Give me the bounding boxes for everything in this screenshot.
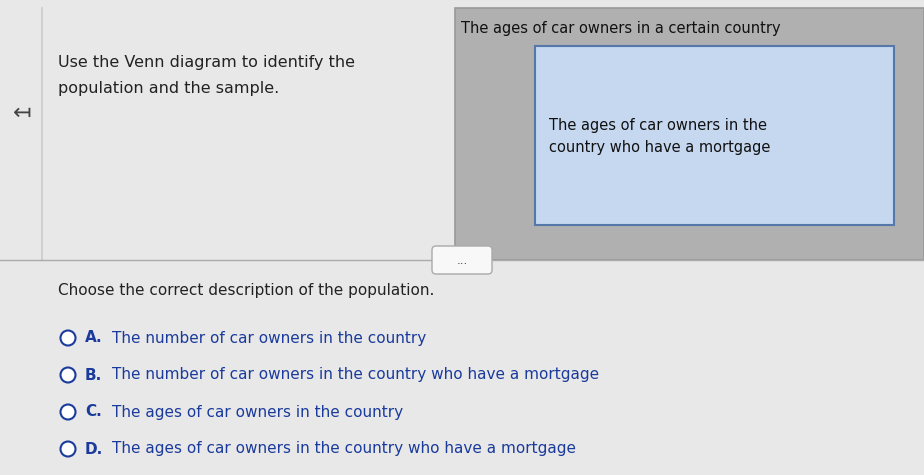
Circle shape	[60, 368, 76, 382]
Text: country who have a mortgage: country who have a mortgage	[549, 140, 771, 155]
Text: B.: B.	[85, 368, 103, 382]
Text: The ages of car owners in the country who have a mortgage: The ages of car owners in the country wh…	[112, 441, 576, 456]
Text: The number of car owners in the country: The number of car owners in the country	[112, 331, 426, 345]
Text: Choose the correct description of the population.: Choose the correct description of the po…	[58, 283, 434, 297]
Text: The number of car owners in the country who have a mortgage: The number of car owners in the country …	[112, 368, 599, 382]
Bar	[455, 8, 924, 260]
Bar	[535, 46, 894, 225]
Text: A.: A.	[85, 331, 103, 345]
Text: The ages of car owners in the: The ages of car owners in the	[549, 118, 767, 133]
Text: The ages of car owners in the country: The ages of car owners in the country	[112, 405, 403, 419]
Text: D.: D.	[85, 441, 103, 456]
Circle shape	[60, 405, 76, 419]
Circle shape	[60, 331, 76, 345]
FancyBboxPatch shape	[432, 246, 492, 274]
Text: Use the Venn diagram to identify the: Use the Venn diagram to identify the	[58, 56, 355, 70]
Text: C.: C.	[85, 405, 102, 419]
Text: population and the sample.: population and the sample.	[58, 80, 279, 95]
Text: The ages of car owners in a certain country: The ages of car owners in a certain coun…	[461, 20, 781, 36]
Text: ↤: ↤	[13, 103, 31, 123]
Circle shape	[60, 441, 76, 456]
Text: ...: ...	[456, 254, 468, 266]
